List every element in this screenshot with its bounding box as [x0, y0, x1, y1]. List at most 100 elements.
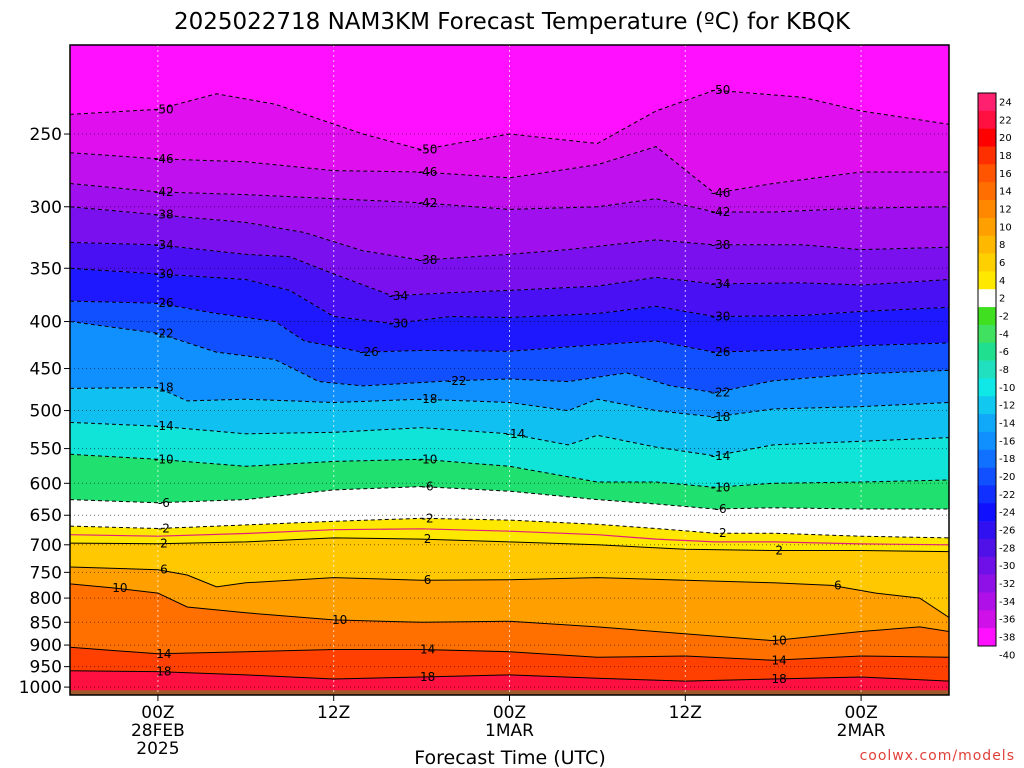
contour-label: -30: [388, 317, 408, 331]
colorbar-swatch: [978, 467, 996, 486]
contour-label: -38: [711, 238, 731, 252]
y-tick-label: 450: [30, 360, 62, 380]
colorbar-label: -16: [999, 436, 1015, 447]
temperature-band: [70, 583, 949, 661]
contour-label: -18: [711, 410, 731, 424]
colorbar-label: 10: [999, 222, 1012, 233]
contour-label: -18: [154, 381, 174, 395]
isotherm-line: [70, 321, 949, 394]
contour-label: -30: [154, 267, 174, 281]
colorbar-swatch: [978, 592, 996, 611]
colorbar-label: 4: [999, 276, 1005, 287]
colorbar-swatch: [978, 431, 996, 451]
colorbar-label: 20: [999, 133, 1012, 144]
x-tick-label: 12Z: [317, 703, 350, 723]
colorbar-swatch: [978, 235, 996, 254]
temperature-band: [70, 146, 949, 212]
colorbar-label: -14: [999, 419, 1015, 430]
colorbar-label: -22: [999, 490, 1015, 501]
axis-ticks: 250 300 350 400 450 500 550 600 650 700 750 800 850 9…: [19, 44, 950, 759]
contour-label: -10: [418, 452, 438, 466]
contour-label: -50: [711, 83, 731, 97]
contour-label: -46: [418, 165, 438, 179]
isotherm-line: [70, 517, 949, 539]
colorbar: 24 22 20 18 16 14 12 10 8 6 4 2 -2 -4 -6 -8 -10 -12 -14 -16…: [977, 92, 1015, 661]
x-axis-label: Forecast Time (UTC): [414, 747, 605, 768]
colorbar-label: -28: [999, 543, 1015, 554]
contour-label: 6: [424, 573, 432, 587]
colorbar-swatch: [978, 503, 996, 522]
contour-label: -10: [154, 452, 174, 466]
contour-label: -42: [154, 185, 174, 199]
isotherm-line: [70, 267, 949, 325]
contour-label: -26: [711, 345, 731, 359]
x-tick-label: 00Z: [844, 703, 877, 723]
colorbar-label: -32: [999, 579, 1015, 590]
contour-label: -10: [711, 480, 731, 494]
colorbar-swatch: [978, 628, 996, 647]
contour-label: 18: [156, 665, 171, 679]
colorbar-swatch: [978, 360, 996, 379]
isotherm-line: [70, 566, 949, 618]
contour-label: -42: [711, 205, 731, 219]
contour-label: -6: [422, 480, 434, 494]
contour-label: 14: [156, 647, 171, 661]
contour-label: -34: [711, 277, 731, 291]
contour-label: 6: [160, 563, 168, 577]
x-tick-label: 2025: [136, 739, 179, 759]
colorbar-label: -4: [999, 329, 1009, 340]
colorbar-swatch: [978, 521, 996, 540]
temperature-band: [70, 45, 949, 150]
contour-label: 2: [424, 532, 432, 546]
colorbar-swatch: [978, 610, 996, 629]
colorbar-label: -24: [999, 508, 1015, 519]
colorbar-label: 14: [999, 187, 1012, 198]
isotherm-line: [70, 537, 949, 553]
isotherm-line: [70, 183, 949, 213]
isotherm-line: [70, 300, 949, 353]
colorbar-swatch: [978, 93, 996, 112]
colorbar-label: -26: [999, 526, 1015, 537]
ground-strip: [70, 690, 949, 695]
x-tick-label: 2MAR: [837, 721, 886, 741]
temperature-band: [70, 422, 949, 488]
colorbar-label: 22: [999, 115, 1012, 126]
colorbar-swatch: [978, 574, 996, 593]
colorbar-label: -8: [999, 365, 1009, 376]
colorbar-swatch: [978, 307, 996, 326]
y-tick-label: 700: [30, 536, 62, 556]
colorbar-label: -6: [999, 347, 1009, 358]
colorbar-frame: [977, 92, 997, 647]
colorbar-label: -18: [999, 454, 1015, 465]
temperature-band: [70, 301, 949, 393]
contour-label: -2: [422, 511, 434, 525]
y-tick-label: 350: [30, 259, 62, 279]
colorbar-swatch: [978, 449, 996, 468]
y-tick-label: 300: [30, 198, 62, 218]
x-tick-label: 00Z: [141, 703, 174, 723]
contour-label: 18: [420, 670, 435, 684]
contour-label: 2: [160, 537, 168, 551]
y-tick-label: 800: [30, 589, 62, 609]
isotherm-line: [70, 146, 949, 194]
colorbar-label: -10: [999, 383, 1015, 394]
colorbar-label: 6: [999, 258, 1005, 269]
colorbar-label: -2: [999, 311, 1009, 322]
colorbar-swatch: [978, 128, 996, 147]
isotherm-line: [70, 453, 949, 488]
colorbar-swatch: [978, 271, 996, 290]
isotherm-line: [70, 387, 949, 418]
contour-label: 2: [775, 543, 783, 557]
colorbar-swatch: [978, 556, 996, 575]
contour-label: -34: [388, 289, 408, 303]
plot-area: -50 -50 -50 -46 -46 -46 -42 -42 -42 -38 -38 -38 -34 -…: [70, 45, 949, 695]
colorbar-label: 24: [999, 97, 1012, 108]
contour-label: -42: [418, 196, 438, 210]
y-tick-label: 650: [30, 506, 62, 526]
temperature-band: [70, 321, 949, 417]
y-tick-label: 850: [30, 613, 62, 633]
temperature-band: [70, 518, 949, 552]
colorbar-swatch: [978, 485, 996, 504]
colorbar-swatch: [978, 414, 996, 433]
